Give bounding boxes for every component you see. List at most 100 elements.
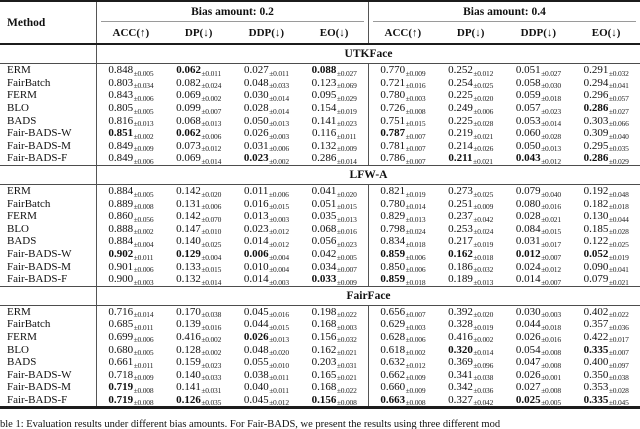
metric-cell: 0.661±0.011 [97, 356, 165, 370]
metric-std: ±0.038 [473, 373, 494, 383]
metric-std: ±0.005 [133, 189, 154, 199]
metric-std: ±0.034 [133, 81, 154, 91]
metric-std: ±0.008 [541, 360, 561, 370]
metric-value: 0.663 [380, 393, 406, 406]
metric-value: 0.849 [108, 152, 134, 165]
metric-cell: 0.168±0.003 [300, 318, 368, 332]
metric-cell: 0.249±0.006 [437, 102, 505, 116]
metric-value: 0.680 [108, 343, 134, 356]
metric-value: 0.182 [583, 197, 609, 210]
table-header: Method Bias amount: 0.2 ACC(↑) DP(↓) DDP… [0, 2, 640, 43]
metric-cell: 0.068±0.016 [300, 223, 368, 237]
metric-cell: 0.888±0.002 [97, 223, 165, 237]
metric-std: ±0.006 [201, 131, 222, 141]
metric-std: ±0.005 [336, 252, 357, 262]
section-rows: ERM 0.884±0.005 0.142±0.020 0.011±0.006 … [0, 184, 640, 287]
metric-cell: 0.798±0.024 [369, 223, 437, 237]
metric-cell: 0.185±0.028 [572, 223, 640, 237]
metric-cell: 0.286±0.027 [572, 102, 640, 116]
metric-std: ±0.005 [541, 398, 561, 408]
row-label: Fair-BADS-M [7, 381, 71, 394]
metric-value: 0.024 [515, 260, 541, 273]
metric-cell: 0.335±0.007 [572, 344, 640, 358]
table-sections: UTKFace ERM 0.848±0.005 0.062±0.011 0.02… [0, 45, 640, 409]
metric-std: ±0.012 [541, 156, 561, 166]
metric-value: 0.251 [448, 197, 473, 210]
metric-value: 0.080 [515, 197, 541, 210]
row-cells-bias-0.4: 0.663±0.008 0.327±0.042 0.025±0.005 0.33… [368, 393, 640, 408]
bias-group-0.4-label: Bias amount: 0.4 [373, 2, 636, 22]
table-row: BLO 0.805±0.005 0.099±0.007 0.028±0.014 … [0, 101, 640, 116]
metric-value: 0.353 [583, 381, 609, 394]
table-row: Fair-BADS-F 0.900±0.003 0.132±0.014 0.01… [0, 272, 640, 287]
metric-value: 0.090 [583, 260, 609, 273]
metric-cell: 0.154±0.019 [300, 102, 368, 116]
metric-std: ±0.006 [133, 156, 154, 166]
table-row: Fair-BADS-W 0.851±0.002 0.062±0.006 0.02… [0, 126, 640, 141]
metric-std: ±0.018 [541, 322, 561, 332]
row-cells-bias-0.4: 0.780±0.014 0.251±0.009 0.080±0.016 0.18… [368, 197, 640, 212]
metric-value: 0.132 [311, 139, 337, 152]
section-title-row: LFW-A [0, 165, 640, 184]
row-label: FERM [7, 89, 37, 102]
section-title-row: FairFace [0, 286, 640, 305]
metric-std: ±0.010 [269, 360, 289, 370]
metric-cell: 0.062±0.011 [165, 64, 233, 78]
metric-std: ±0.027 [608, 106, 629, 116]
metric-std: ±0.002 [201, 348, 222, 358]
metric-cell: 0.656±0.007 [369, 306, 437, 320]
metric-cell: 0.211±0.021 [437, 152, 505, 166]
metric-std: ±0.006 [405, 335, 426, 345]
metric-cell: 0.139±0.016 [165, 318, 233, 332]
metric-std: ±0.002 [201, 335, 222, 345]
metric-value: 0.294 [583, 76, 609, 89]
section-title: LFW-A [96, 165, 640, 184]
metric-value: 0.069 [176, 152, 201, 165]
metric-cell: 0.416±0.002 [165, 330, 233, 345]
row-cells-bias-0.2: 0.661±0.011 0.159±0.023 0.055±0.010 0.20… [96, 355, 368, 370]
metric-cell: 0.048±0.020 [233, 344, 301, 358]
row-cells-bias-0.2: 0.849±0.006 0.069±0.014 0.023±0.002 0.28… [96, 152, 368, 166]
metric-value: 0.060 [515, 127, 541, 140]
metric-value: 0.026 [243, 127, 269, 140]
metric-cell: 0.860±0.056 [97, 210, 165, 224]
metric-std: ±0.035 [201, 398, 222, 408]
metric-cell: 0.116±0.011 [300, 127, 368, 141]
metric-cell: 0.350±0.038 [572, 369, 640, 383]
metric-value: 0.416 [176, 330, 201, 343]
metric-cell: 0.055±0.010 [233, 356, 301, 370]
metric-std: ±0.007 [336, 265, 357, 275]
metric-value: 0.142 [176, 185, 201, 198]
metric-std: ±0.005 [133, 106, 154, 116]
metric-std: ±0.013 [473, 277, 494, 287]
metric-std: ±0.031 [201, 385, 222, 395]
metric-std: ±0.007 [608, 348, 629, 358]
metric-cell: 0.219±0.021 [437, 127, 505, 141]
metric-cell: 0.629±0.003 [369, 318, 437, 332]
metric-value: 0.041 [311, 185, 337, 198]
metric-cell: 0.080±0.016 [505, 197, 573, 212]
row-label: FairBatch [7, 318, 51, 331]
metric-std: ±0.004 [269, 265, 289, 275]
metric-std: ±0.015 [336, 202, 357, 212]
method-column-header: Method [7, 16, 46, 29]
metric-value: 0.126 [176, 393, 201, 406]
metric-std: ±0.015 [405, 119, 426, 129]
metric-value: 0.286 [311, 152, 337, 165]
metric-value: 0.303 [583, 114, 609, 127]
metric-cell: 0.090±0.041 [572, 260, 640, 275]
metric-std: ±0.002 [473, 335, 494, 345]
metric-cell: 0.251±0.009 [437, 197, 505, 212]
metric-cell: 0.042±0.005 [300, 248, 368, 262]
section-title-rule [0, 183, 640, 185]
metric-std: ±0.009 [336, 144, 357, 154]
metric-value: 0.219 [448, 127, 473, 140]
metric-cell: 0.123±0.069 [300, 77, 368, 91]
metric-value: 0.889 [108, 197, 134, 210]
metric-std: ±0.032 [473, 265, 494, 275]
metric-cell: 0.291±0.032 [572, 64, 640, 78]
metric-std: ±0.006 [269, 144, 289, 154]
metric-cell: 0.902±0.011 [97, 248, 165, 262]
metric-header-eo: EO(↓) [319, 26, 349, 39]
metric-cell: 0.353±0.028 [572, 381, 640, 395]
